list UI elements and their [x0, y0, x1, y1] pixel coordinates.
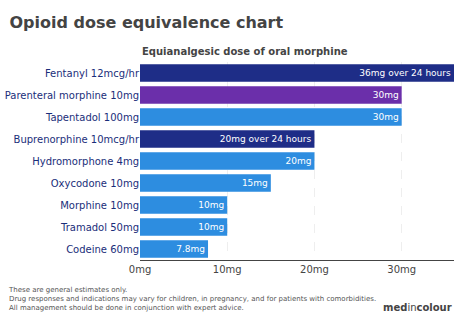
svg-text:36mg over 24 hours: 36mg over 24 hours [359, 68, 451, 78]
svg-text:Codeine 60mg: Codeine 60mg [66, 244, 139, 255]
svg-text:Fentanyl 12mcg/hr: Fentanyl 12mcg/hr [45, 68, 140, 79]
svg-text:15mg: 15mg [242, 178, 268, 188]
svg-text:30mg: 30mg [373, 112, 399, 122]
svg-text:Parenteral morphine 10mg: Parenteral morphine 10mg [5, 90, 139, 101]
svg-text:7.8mg: 7.8mg [176, 244, 205, 254]
svg-text:These are general estimates on: These are general estimates only.Drug re… [8, 286, 376, 312]
svg-text:10mg: 10mg [198, 200, 224, 210]
svg-text:10mg: 10mg [213, 264, 242, 275]
svg-text:0mg: 0mg [129, 264, 151, 275]
svg-text:30mg: 30mg [387, 264, 416, 275]
svg-text:Oxycodone 10mg: Oxycodone 10mg [51, 178, 139, 189]
svg-text:Opioid dose equivalence chart: Opioid dose equivalence chart [9, 13, 283, 32]
svg-text:Buprenorphine 10mcg/hr: Buprenorphine 10mcg/hr [14, 134, 140, 145]
svg-text:Tapentadol 100mg: Tapentadol 100mg [45, 112, 139, 123]
svg-text:Tramadol 50mg: Tramadol 50mg [60, 222, 139, 233]
svg-text:30mg: 30mg [373, 90, 399, 100]
svg-text:Hydromorphone 4mg: Hydromorphone 4mg [32, 156, 139, 167]
svg-text:20mg: 20mg [286, 156, 312, 166]
svg-text:Morphine 10mg: Morphine 10mg [60, 200, 139, 211]
svg-text:Equianalgesic dose of oral mor: Equianalgesic dose of oral morphine [142, 46, 348, 57]
svg-text:20mg: 20mg [300, 264, 329, 275]
svg-text:20mg over 24 hours: 20mg over 24 hours [220, 134, 312, 144]
svg-text:10mg: 10mg [198, 222, 224, 232]
svg-text:medincolour: medincolour [383, 302, 452, 313]
